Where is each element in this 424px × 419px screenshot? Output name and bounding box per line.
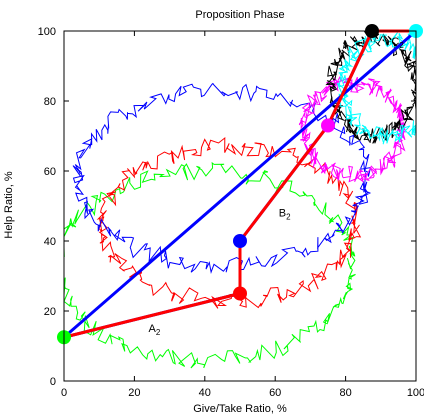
axis-ticks: 0 20 40 60 80 100 0 20 40 60 80 100 [38,26,424,399]
annotation-layer: A2 B2 C2 [148,36,404,337]
x-tick-label: 0 [61,387,67,399]
y-tick-label: 100 [38,26,56,38]
trajectory-loop-4 [298,76,406,183]
annotation-label-3: C2 [391,36,404,50]
chart-title: Proposition Phase [195,9,284,21]
data-point-3 [233,234,247,248]
x-tick-label: 80 [339,387,351,399]
annotation-label-1: A2 [148,323,160,337]
x-axis-title: Give/Take Ratio, % [193,403,287,415]
y-tick-label: 80 [44,96,56,108]
data-point-4 [321,118,335,133]
data-loops [63,30,417,369]
y-tick-label: 60 [44,166,56,178]
x-tick-label: 40 [199,387,211,399]
plot-frame [63,30,417,382]
y-axis-title: Help Ratio, % [3,171,15,238]
trajectory-loop-3 [72,82,372,274]
trajectory-loop-2 [96,136,362,309]
x-tick-label: 60 [269,387,281,399]
x-tick-label: 20 [128,387,140,399]
x-tick-label: 100 [407,387,424,399]
y-tick-label: 20 [44,306,56,318]
y-tick-label: 40 [44,236,56,248]
data-point-2 [233,286,247,301]
annotation-label-2: B2 [279,208,291,222]
y-tick-label: 0 [50,376,56,388]
